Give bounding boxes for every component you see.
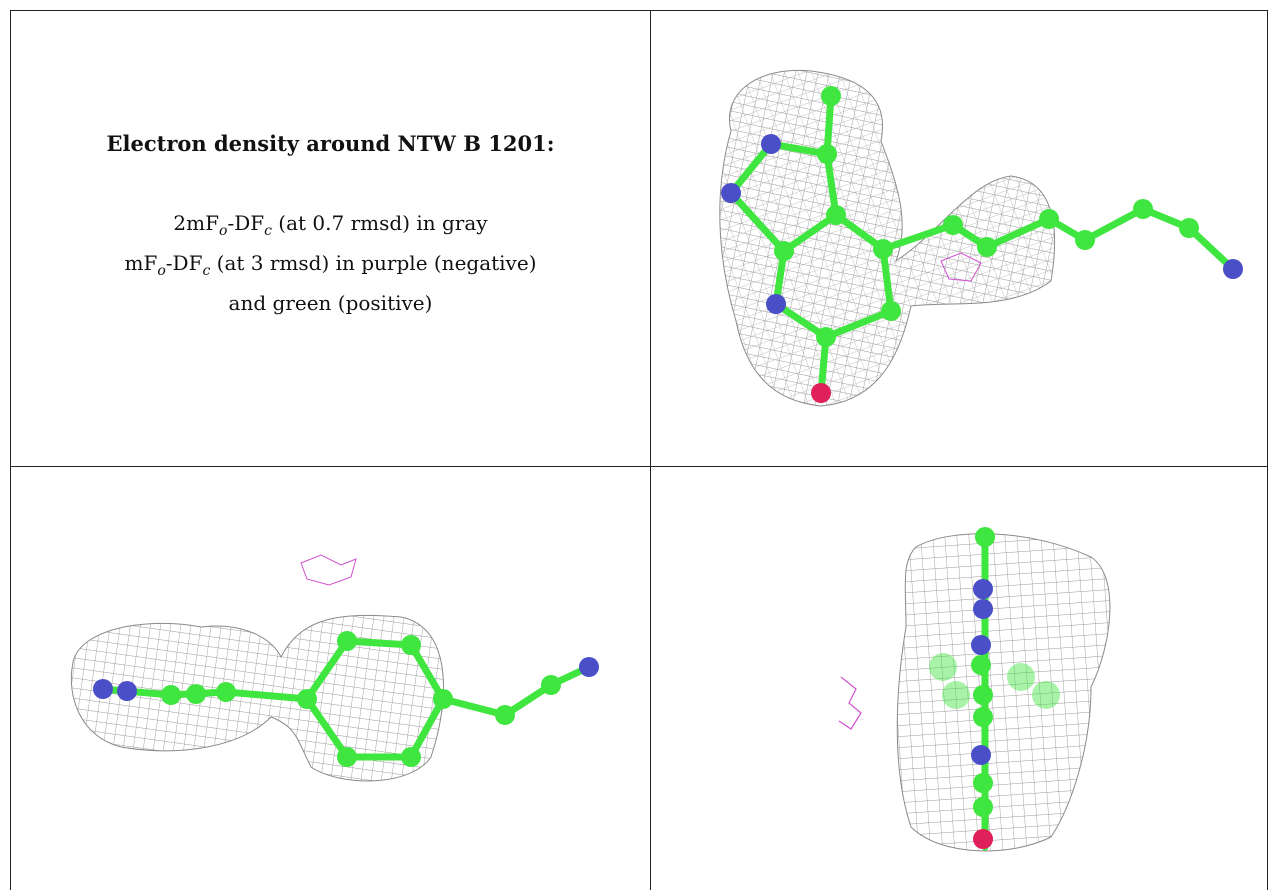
figure-table: Electron density around NTW B 1201: 2mFo… [10,10,1268,890]
legend-line-2fofc: 2mFo-DFc (at 0.7 rmsd) in gray [173,211,488,239]
table-border-right [1267,10,1268,890]
density-panel-top-right [651,11,1267,466]
ring-ghost [929,653,1060,709]
ligand-render-1 [719,69,1243,407]
mesh-negative [940,252,982,282]
legend-line-fofc: mFo-DFc (at 3 rmsd) in purple (negative) [124,251,537,279]
ligand-render-2 [70,554,599,782]
figure-title: Electron density around NTW B 1201: [106,131,555,156]
ligand-atoms [93,631,599,767]
legend-line-positive: and green (positive) [228,291,433,315]
ligand-render-3 [838,527,1111,852]
mesh-negative [838,676,862,730]
table-border-center [650,10,651,890]
map-legend: 2mFo-DFc (at 0.7 rmsd) in gray mFo-DFc (… [11,207,650,319]
density-panel-bottom-right [651,467,1267,889]
ligand-atoms [971,527,995,849]
mesh-negative [300,554,357,586]
mesh-2fofc [896,533,1111,852]
caption-cell: Electron density around NTW B 1201: 2mFo… [11,11,650,466]
table-border-left [10,10,11,890]
table-border-middle [10,466,1268,467]
ligand-atoms [721,86,1243,403]
density-panel-bottom-left [11,467,650,889]
table-border-top [10,10,1268,11]
